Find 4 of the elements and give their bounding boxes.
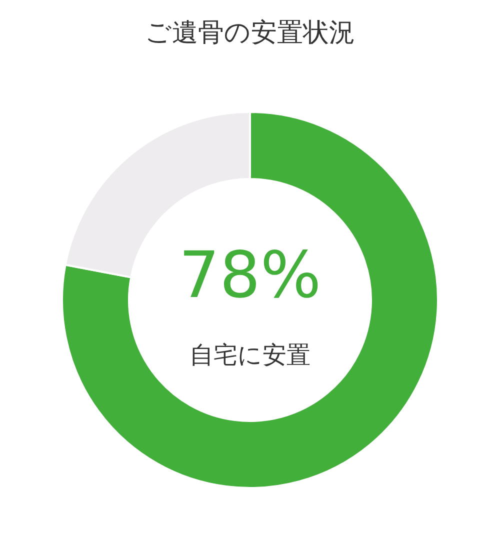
slice-label: 自宅に安置 — [190, 341, 310, 369]
chart-title: ご遺骨の安置状況 — [145, 18, 355, 48]
data-label: 78% — [178, 239, 322, 313]
donut-slice — [61, 111, 439, 489]
